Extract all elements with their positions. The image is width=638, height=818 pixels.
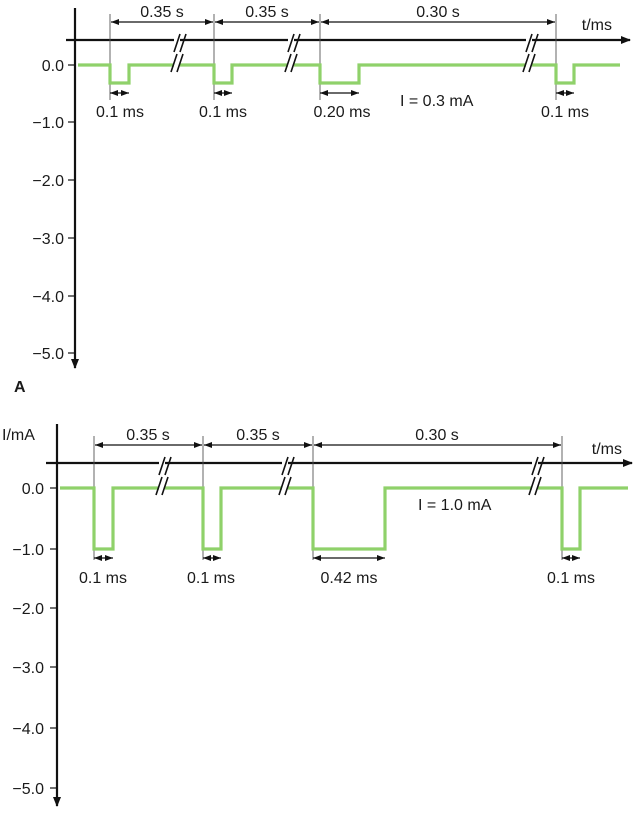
y-ticks-b: 0.0 −1.0 −2.0 −3.0 −4.0 −5.0 xyxy=(12,481,57,798)
y-tick-label: −1.0 xyxy=(32,115,64,132)
x-axis-label-b: t/ms xyxy=(592,441,622,458)
interval-label: 0.35 s xyxy=(236,427,280,444)
pulse-width-label: 0.1 ms xyxy=(541,104,589,121)
interval-label: 0.35 s xyxy=(126,427,170,444)
pulse-width-label: 0.1 ms xyxy=(79,570,127,587)
y-tick-label: −3.0 xyxy=(12,660,44,677)
y-tick-label: −3.0 xyxy=(32,231,64,248)
interval-label: 0.35 s xyxy=(140,4,184,21)
y-tick-label: −1.0 xyxy=(12,542,44,559)
panel-label-a: A xyxy=(14,379,26,396)
interval-label: 0.30 s xyxy=(415,427,459,444)
y-axis-label-b: I/mA xyxy=(2,427,35,444)
y-tick-label: 0.0 xyxy=(22,481,44,498)
waveform-a xyxy=(78,63,620,85)
interval-label: 0.35 s xyxy=(245,4,289,21)
panel-b: I/mA t/ms 0.0 −1.0 −2.0 −3.0 −4.0 −5.0 xyxy=(2,424,633,807)
y-tick-label: −5.0 xyxy=(12,781,44,798)
pulse-width-label: 0.1 ms xyxy=(547,570,595,587)
pulse-width-label: 0.1 ms xyxy=(96,104,144,121)
axis-break-b xyxy=(155,456,545,496)
axis-break-a xyxy=(170,33,539,73)
y-tick-label: 0.0 xyxy=(42,58,64,75)
y-tick-label: −4.0 xyxy=(12,721,44,738)
y-tick-label: −2.0 xyxy=(32,173,64,190)
pulse-width-label: 0.1 ms xyxy=(199,104,247,121)
waveform-b xyxy=(60,486,628,551)
x-axis-label-a: t/ms xyxy=(582,17,612,34)
pulse-width-label: 0.42 ms xyxy=(321,570,378,587)
amplitude-label-a: I = 0.3 mA xyxy=(400,93,474,110)
y-tick-label: −2.0 xyxy=(12,601,44,618)
y-tick-label: −5.0 xyxy=(32,346,64,363)
y-ticks-a: 0.0 −1.0 −2.0 −3.0 −4.0 −5.0 xyxy=(32,58,75,363)
y-tick-label: −4.0 xyxy=(32,289,64,306)
interval-guides-a xyxy=(109,14,557,100)
panel-a: t/ms 0.0 −1.0 −2.0 −3.0 −4.0 −5.0 xyxy=(14,4,631,396)
pulse-width-label: 0.20 ms xyxy=(314,104,371,121)
pulse-width-label: 0.1 ms xyxy=(187,570,235,587)
interval-guides-b xyxy=(93,436,563,560)
interval-label: 0.30 s xyxy=(416,4,460,21)
amplitude-label-b: I = 1.0 mA xyxy=(418,497,492,514)
